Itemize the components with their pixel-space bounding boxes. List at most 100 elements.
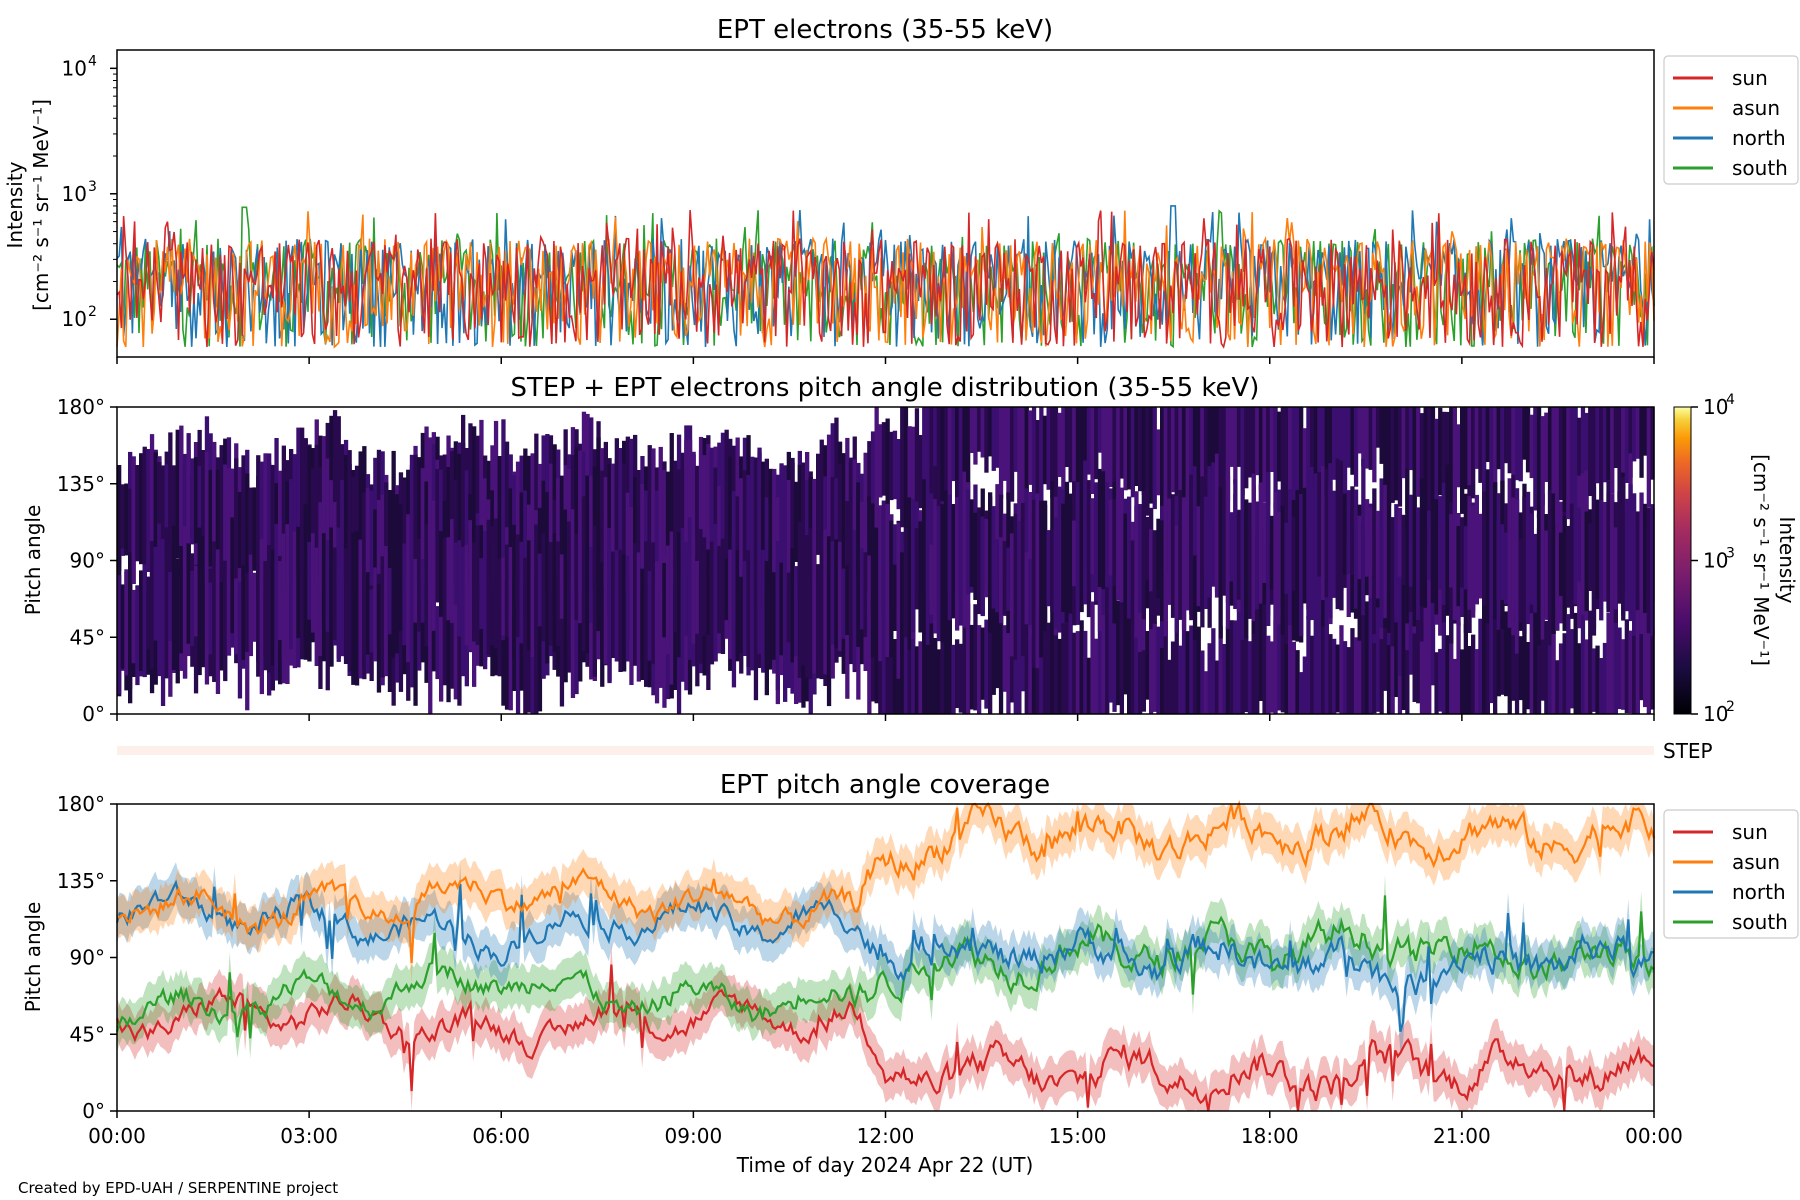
colorbar-tick-label: 10 xyxy=(1703,702,1728,726)
pad-heatmap-cell xyxy=(1167,498,1172,605)
pad-heatmap-cell xyxy=(1163,491,1168,637)
pad-heatmap-cell xyxy=(1200,407,1205,487)
pad-heatmap-cell xyxy=(607,528,612,684)
pad-heatmap-cell xyxy=(234,578,239,655)
pad-heatmap-cell xyxy=(296,526,301,639)
pad-heatmap-cell xyxy=(1313,620,1318,714)
pad-heatmap-cell xyxy=(988,407,993,457)
pad-heatmap-cell xyxy=(142,564,147,678)
pad-heatmap-cell xyxy=(1639,520,1644,597)
pad-heatmap-cell xyxy=(285,524,290,654)
pad-heatmap-cell xyxy=(1031,407,1037,523)
pad-heatmap-cell xyxy=(274,523,279,677)
pad-heatmap-cell xyxy=(523,557,528,620)
pad-heatmap-cell xyxy=(1064,611,1070,714)
pad-heatmap-cell xyxy=(966,603,971,714)
pad-heatmap-cell xyxy=(1119,586,1124,714)
pad-heatmap-cell xyxy=(977,407,982,452)
pad-heatmap-cell xyxy=(314,444,319,585)
pad-heatmap-cell xyxy=(1064,407,1070,467)
pad-heatmap-cell xyxy=(618,549,623,672)
pad-heatmap-cell xyxy=(1020,628,1026,692)
pad-heatmap-cell xyxy=(1489,407,1494,495)
pad-heatmap-cell xyxy=(907,497,912,650)
pad-heatmap-cell xyxy=(1053,612,1059,714)
pad-heatmap-cell xyxy=(1277,623,1282,711)
pad-heatmap-cell xyxy=(1427,407,1432,531)
pad-heatmap-cell xyxy=(1244,636,1249,713)
pad-heatmap-cell xyxy=(914,408,920,559)
pad-heatmap-cell xyxy=(1610,493,1615,638)
pad-heatmap-cell xyxy=(395,519,400,654)
pad-heatmap-cell xyxy=(131,589,136,664)
pad-heatmap-cell xyxy=(1353,637,1359,714)
pad-heatmap-cell xyxy=(929,407,934,504)
pad-heatmap-cell xyxy=(1353,489,1359,609)
pad-heatmap-cell xyxy=(1130,540,1135,607)
legend-label-north: north xyxy=(1732,880,1786,904)
pad-heatmap-cell xyxy=(1222,644,1227,714)
pad-heatmap-cell xyxy=(1610,407,1615,494)
pad-heatmap-cell xyxy=(665,472,671,557)
pad-heatmap-cell xyxy=(182,526,188,678)
pad-heatmap-cell xyxy=(596,437,601,569)
pad-heatmap-cell xyxy=(267,545,272,673)
pad-heatmap-cell xyxy=(991,407,996,471)
pad-heatmap-cell xyxy=(380,495,385,589)
pad-heatmap-cell xyxy=(1266,472,1271,626)
pad-heatmap-cell xyxy=(325,539,330,632)
y-tick-label: 10 xyxy=(62,56,87,80)
pad-heatmap-cell xyxy=(1423,485,1428,608)
pad-heatmap-cell xyxy=(270,549,275,666)
pad-heatmap-cell xyxy=(1361,407,1366,467)
pad-heatmap-cell xyxy=(1075,631,1081,714)
pad-heatmap-cell xyxy=(256,476,261,586)
pad-heatmap-cell xyxy=(1423,616,1428,714)
pad-heatmap-cell xyxy=(420,468,425,580)
pad-heatmap-cell xyxy=(1167,659,1172,714)
pad-heatmap-cell xyxy=(684,541,689,636)
pad-heatmap-cell xyxy=(1328,463,1333,619)
pad-heatmap-cell xyxy=(1540,416,1545,506)
pad-heatmap-cell xyxy=(1566,407,1571,520)
pad-heatmap-cell xyxy=(885,625,890,714)
pad-heatmap-cell xyxy=(1028,410,1033,485)
pad-heatmap-cell xyxy=(757,581,762,654)
panel3-title: EPT pitch angle coverage xyxy=(720,770,1050,800)
pad-heatmap-cell xyxy=(387,490,393,592)
x-tick-label: 15:00 xyxy=(1049,1124,1107,1148)
pad-heatmap-cell xyxy=(1573,612,1578,714)
pad-heatmap-cell xyxy=(537,507,543,586)
pad-heatmap-cell xyxy=(1284,626,1289,714)
pad-heatmap-cell xyxy=(1427,611,1432,714)
coverage-line-south xyxy=(115,895,1655,1039)
pad-heatmap-cell xyxy=(1577,643,1582,714)
pad-heatmap-cell xyxy=(1419,413,1425,486)
pad-heatmap-cell xyxy=(1017,520,1022,655)
pad-heatmap-cell xyxy=(1635,511,1640,611)
pad-heatmap-cell xyxy=(1170,407,1176,493)
pad-heatmap-cell xyxy=(962,407,967,496)
pad-heatmap-cell xyxy=(1624,619,1629,714)
pad-heatmap-cell xyxy=(1518,407,1523,482)
pad-heatmap-cell xyxy=(1504,532,1509,604)
pad-heatmap-cell xyxy=(929,544,934,615)
pad-heatmap-cell xyxy=(1229,407,1234,467)
pad-heatmap-cell xyxy=(1599,407,1604,522)
pad-heatmap-cell xyxy=(1185,407,1190,500)
pad-heatmap-cell xyxy=(157,523,162,677)
pad-heatmap-cell xyxy=(695,561,700,634)
pad-heatmap-cell xyxy=(907,426,912,519)
pad-heatmap-cell xyxy=(753,457,759,610)
pad-heatmap-cell xyxy=(1028,492,1033,614)
pad-heatmap-cell xyxy=(1379,478,1384,629)
pad-heatmap-cell xyxy=(618,483,623,579)
pad-heatmap-cell xyxy=(870,431,876,530)
pad-heatmap-cell xyxy=(1416,407,1421,497)
pad-heatmap-cell xyxy=(446,467,451,584)
pad-heatmap-cell xyxy=(1562,407,1567,517)
pad-heatmap-cell xyxy=(1628,484,1633,622)
pad-heatmap-cell xyxy=(687,439,693,575)
pad-heatmap-cell xyxy=(1507,616,1512,714)
pad-heatmap-cell xyxy=(1610,603,1615,714)
